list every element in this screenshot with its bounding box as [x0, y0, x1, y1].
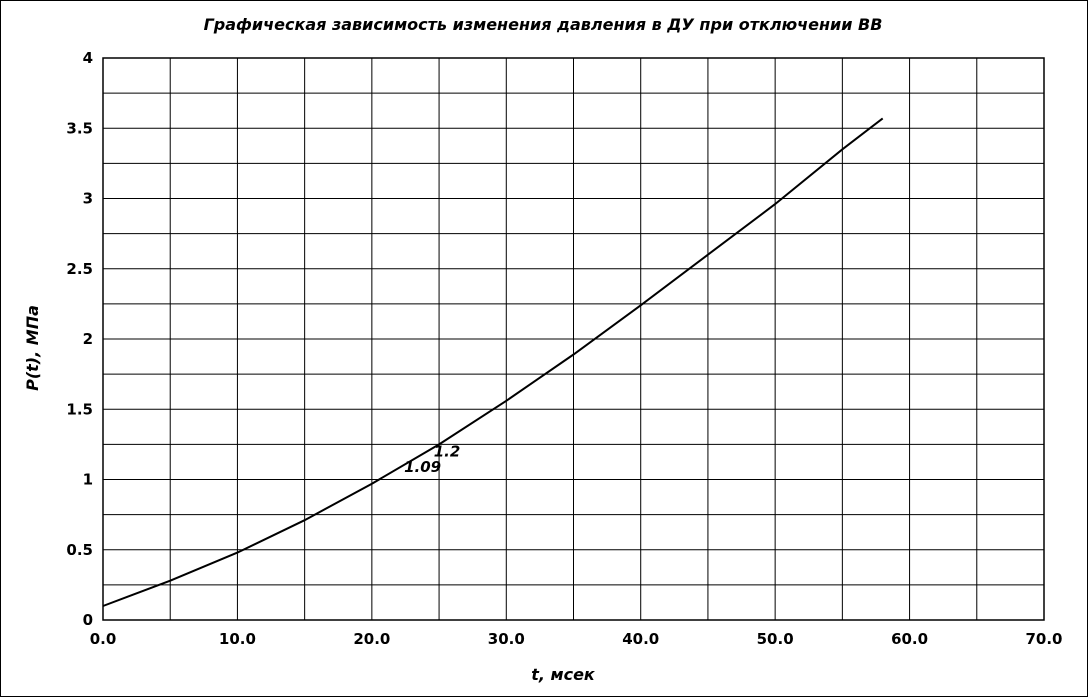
x-tick-label: 30.0	[488, 630, 525, 648]
y-tick-label: 0	[83, 611, 93, 629]
tick-labels: 0.0 10.0 20.0 30.0 40.0 50.0 60.0 70.0 0 0.5 1 1.5 2…	[66, 49, 1062, 648]
annotations: 1.21.09	[404, 442, 460, 475]
y-tick-label: 1.5	[66, 400, 93, 418]
plot-border	[102, 57, 1045, 621]
data-label: 1.09	[404, 458, 441, 476]
x-tick-label: 10.0	[219, 630, 256, 648]
x-tick-label: 20.0	[353, 630, 390, 648]
y-tick-label: 0.5	[66, 541, 93, 559]
x-tick-label: 0.0	[90, 630, 117, 648]
y-tick-label: 2	[83, 330, 93, 348]
y-tick-label: 3	[83, 190, 93, 208]
x-tick-label: 70.0	[1025, 630, 1062, 648]
series-line	[102, 117, 884, 607]
y-tick-label: 2.5	[66, 260, 93, 278]
y-tick-label: 3.5	[66, 119, 93, 137]
x-tick-label: 40.0	[622, 630, 659, 648]
x-tick-label: 50.0	[757, 630, 794, 648]
series-lines	[102, 117, 884, 607]
x-axis-label: t, мсек	[531, 665, 596, 684]
chart-title: Графическая зависимость изменения давлен…	[204, 15, 883, 34]
data-label: 1.2	[434, 442, 461, 460]
y-axis-label: P(t), МПа	[23, 305, 42, 391]
y-tick-label: 1	[83, 471, 93, 489]
grid	[102, 57, 1045, 621]
y-tick-label: 4	[83, 49, 93, 67]
x-tick-label: 60.0	[891, 630, 928, 648]
